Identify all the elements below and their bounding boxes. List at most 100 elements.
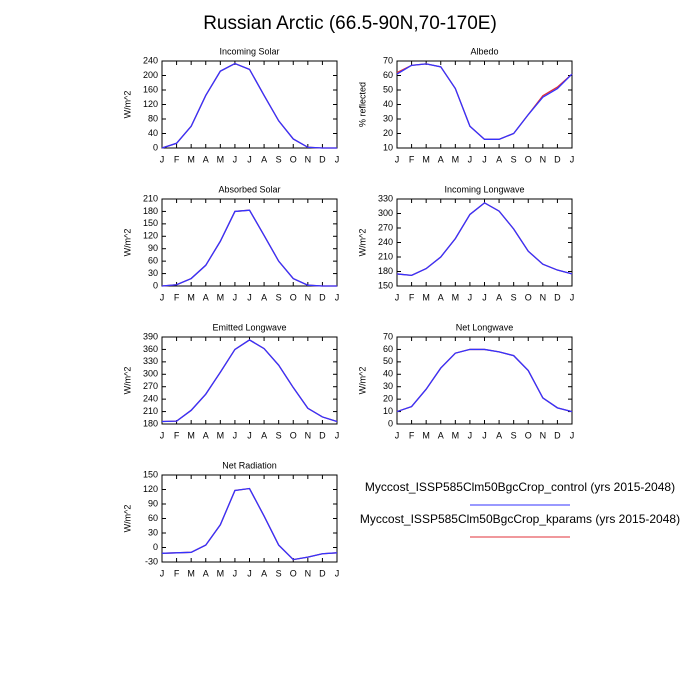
y-tick-label: 90 [148,243,158,253]
x-tick-label: M [422,430,430,440]
y-axis-label: W/m^2 [122,367,132,395]
x-tick-label: N [540,430,547,440]
x-tick-label: O [525,154,532,164]
y-tick-label: 0 [153,280,158,290]
x-tick-label: J [570,292,575,302]
y-tick-label: 30 [148,268,158,278]
legend-label: Myccost_ISSP585Clm50BgcCrop_kparams (yrs… [360,512,680,526]
x-tick-label: N [305,154,312,164]
x-tick-label: J [247,292,252,302]
series-line [396,348,573,413]
x-tick-label: S [276,430,282,440]
x-tick-label: J [233,568,238,578]
y-tick-label: 160 [143,84,158,94]
y-tick-label: 90 [148,498,158,508]
x-tick-label: M [187,154,195,164]
x-tick-label: J [247,154,252,164]
x-tick-label: J [395,292,400,302]
x-tick-label: J [335,154,340,164]
x-tick-label: J [233,430,238,440]
x-tick-label: J [570,430,575,440]
x-tick-label: J [247,568,252,578]
x-tick-label: F [409,430,415,440]
x-tick-label: A [438,430,444,440]
x-tick-label: A [203,568,209,578]
y-tick-label: 360 [143,344,158,354]
y-tick-label: -30 [145,556,158,566]
x-tick-label: S [511,292,517,302]
y-tick-label: 70 [383,331,393,341]
panel-title: Net Longwave [456,322,514,332]
series-line [161,62,337,149]
x-tick-label: O [290,430,297,440]
y-tick-label: 60 [383,70,393,80]
x-tick-label: M [452,430,460,440]
x-tick-label: A [496,430,502,440]
panel-title: Incoming Solar [219,46,279,56]
x-tick-label: M [452,154,460,164]
y-axis-label: W/m^2 [122,91,132,119]
x-tick-label: D [319,292,326,302]
y-tick-label: 120 [143,484,158,494]
y-tick-label: 270 [143,381,158,391]
series-line [161,209,337,287]
y-tick-label: 150 [378,280,393,290]
plot-frame [161,336,338,425]
series-line [161,487,338,561]
x-tick-label: J [482,430,487,440]
x-tick-label: A [438,292,444,302]
y-tick-label: 10 [383,406,393,416]
y-tick-label: 20 [383,394,393,404]
y-tick-label: 330 [143,356,158,366]
y-tick-label: 300 [143,369,158,379]
x-tick-label: A [261,292,267,302]
x-tick-label: F [174,154,180,164]
x-tick-label: A [261,430,267,440]
y-tick-label: 210 [143,406,158,416]
y-tick-label: 30 [148,527,158,537]
x-tick-label: A [203,430,209,440]
x-tick-label: J [233,292,238,302]
x-tick-label: J [482,292,487,302]
y-axis-label: W/m^2 [122,229,132,257]
x-tick-label: D [554,154,561,164]
x-tick-label: M [422,154,430,164]
x-tick-label: J [570,154,575,164]
y-tick-label: 50 [383,84,393,94]
x-tick-label: S [276,154,282,164]
x-tick-label: O [290,154,297,164]
x-tick-label: O [525,292,532,302]
y-tick-label: 30 [383,113,393,123]
x-tick-label: J [233,154,238,164]
x-tick-label: D [319,154,326,164]
x-tick-label: N [305,568,312,578]
y-axis-label: % reflected [357,82,367,127]
y-tick-label: 150 [143,218,158,228]
y-tick-label: 270 [378,222,393,232]
y-tick-label: 210 [143,193,158,203]
y-tick-label: 40 [383,99,393,109]
x-tick-label: A [261,154,267,164]
x-tick-label: M [187,292,195,302]
plot-frame [396,198,573,287]
y-tick-label: 180 [143,418,158,428]
y-tick-label: 40 [148,128,158,138]
y-axis-label: W/m^2 [122,505,132,533]
x-tick-label: J [160,292,165,302]
x-tick-label: D [319,430,326,440]
x-tick-label: S [276,568,282,578]
x-tick-label: J [160,154,165,164]
x-tick-label: S [276,292,282,302]
y-tick-label: 60 [383,344,393,354]
x-tick-label: M [217,430,225,440]
series-line [161,209,337,287]
x-tick-label: M [217,292,225,302]
y-axis-label: W/m^2 [357,367,367,395]
x-tick-label: J [160,430,165,440]
x-tick-label: A [438,154,444,164]
y-tick-label: 0 [153,142,158,152]
x-tick-label: F [409,292,415,302]
y-tick-label: 20 [383,128,393,138]
x-tick-label: M [187,430,195,440]
y-tick-label: 150 [143,469,158,479]
